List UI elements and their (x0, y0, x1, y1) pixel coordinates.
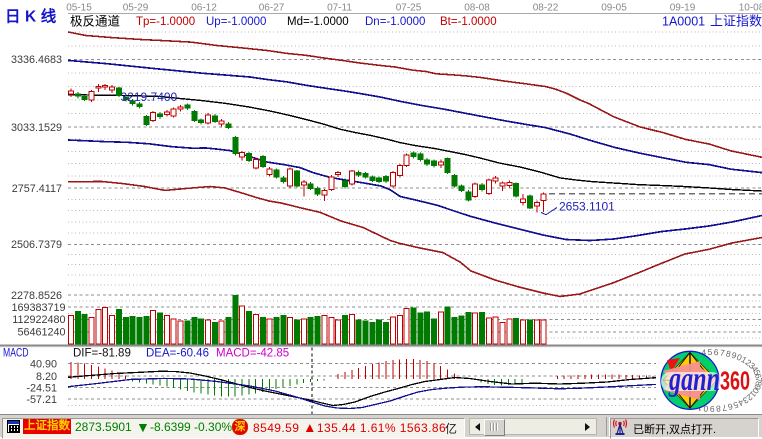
svg-text:1: 1 (740, 354, 749, 365)
svg-text:56461240: 56461240 (17, 327, 65, 339)
svg-text:-57.21: -57.21 (26, 394, 57, 406)
svg-text:0: 0 (735, 352, 744, 363)
svg-text:日K线: 日K线 (5, 7, 61, 26)
svg-text:06-12: 06-12 (191, 3, 217, 14)
svg-text:-24.51: -24.51 (26, 382, 57, 394)
svg-text:3219.7400: 3219.7400 (121, 90, 178, 104)
svg-text:09-19: 09-19 (670, 3, 696, 14)
svg-text:DEA=-60.46: DEA=-60.46 (146, 348, 209, 360)
svg-text:06-27: 06-27 (259, 3, 285, 14)
svg-text:09-05: 09-05 (601, 3, 627, 14)
svg-text:6: 6 (714, 347, 720, 357)
svg-text:40.90: 40.90 (30, 359, 57, 371)
svg-text:3: 3 (747, 360, 758, 371)
svg-text:9: 9 (710, 404, 715, 414)
svg-text:3336.4683: 3336.4683 (11, 54, 62, 66)
svg-text:2: 2 (744, 357, 754, 368)
svg-text:7: 7 (721, 403, 728, 414)
svg-text:DIF=-81.89: DIF=-81.89 (73, 348, 131, 360)
svg-text:2653.1101: 2653.1101 (559, 200, 615, 214)
svg-text:MACD: MACD (3, 346, 29, 360)
svg-text:7: 7 (754, 377, 762, 382)
svg-text:1: 1 (748, 389, 759, 399)
svg-text:8: 8 (753, 380, 762, 387)
svg-text:gann: gann (668, 361, 720, 398)
svg-text:05-29: 05-29 (123, 3, 149, 14)
svg-text:8.20: 8.20 (36, 371, 57, 383)
svg-text:4: 4 (701, 347, 707, 357)
svg-text:1A0001: 1A0001 (662, 15, 705, 29)
svg-text:Tp=-1.0000: Tp=-1.0000 (136, 16, 195, 28)
svg-text:Md=-1.0000: Md=-1.0000 (287, 16, 349, 28)
svg-text:5: 5 (708, 347, 713, 357)
svg-text:8: 8 (715, 404, 721, 414)
svg-text:5: 5 (752, 368, 762, 377)
svg-text:6: 6 (727, 401, 734, 412)
svg-text:Dn=-1.0000: Dn=-1.0000 (365, 16, 425, 28)
svg-text:9: 9 (730, 350, 738, 361)
svg-text:05-15: 05-15 (66, 3, 92, 14)
svg-text:5: 5 (732, 399, 740, 410)
svg-text:360: 360 (720, 366, 750, 396)
svg-text:3: 3 (741, 395, 751, 406)
svg-text:169383719: 169383719 (11, 302, 65, 314)
svg-text:2: 2 (745, 392, 755, 403)
svg-text:07-25: 07-25 (396, 3, 422, 14)
svg-text:MACD=-42.85: MACD=-42.85 (216, 348, 289, 360)
svg-text:08-08: 08-08 (464, 3, 490, 14)
svg-text:9: 9 (752, 383, 762, 391)
svg-text:4: 4 (737, 397, 746, 408)
svg-text:112922480: 112922480 (12, 314, 65, 326)
svg-text:4: 4 (749, 364, 760, 374)
svg-text:Bt=-1.0000: Bt=-1.0000 (440, 16, 497, 28)
svg-text:2757.4117: 2757.4117 (12, 183, 62, 195)
svg-text:2278.8526: 2278.8526 (11, 290, 62, 302)
svg-text:7: 7 (719, 347, 725, 358)
svg-text:极反通道: 极反通道 (70, 15, 121, 29)
svg-text:3033.1529: 3033.1529 (11, 122, 62, 134)
svg-text:07-11: 07-11 (327, 3, 352, 14)
svg-text:Up=-1.0000: Up=-1.0000 (206, 16, 266, 28)
svg-text:0: 0 (750, 386, 761, 396)
svg-text:08-22: 08-22 (533, 3, 559, 14)
svg-text:10-08: 10-08 (739, 3, 762, 14)
svg-text:上证指数: 上证指数 (710, 14, 762, 29)
svg-text:8: 8 (725, 348, 732, 359)
svg-text:2506.7379: 2506.7379 (11, 239, 62, 251)
svg-text:0: 0 (703, 404, 709, 414)
svg-text:6: 6 (753, 373, 762, 380)
